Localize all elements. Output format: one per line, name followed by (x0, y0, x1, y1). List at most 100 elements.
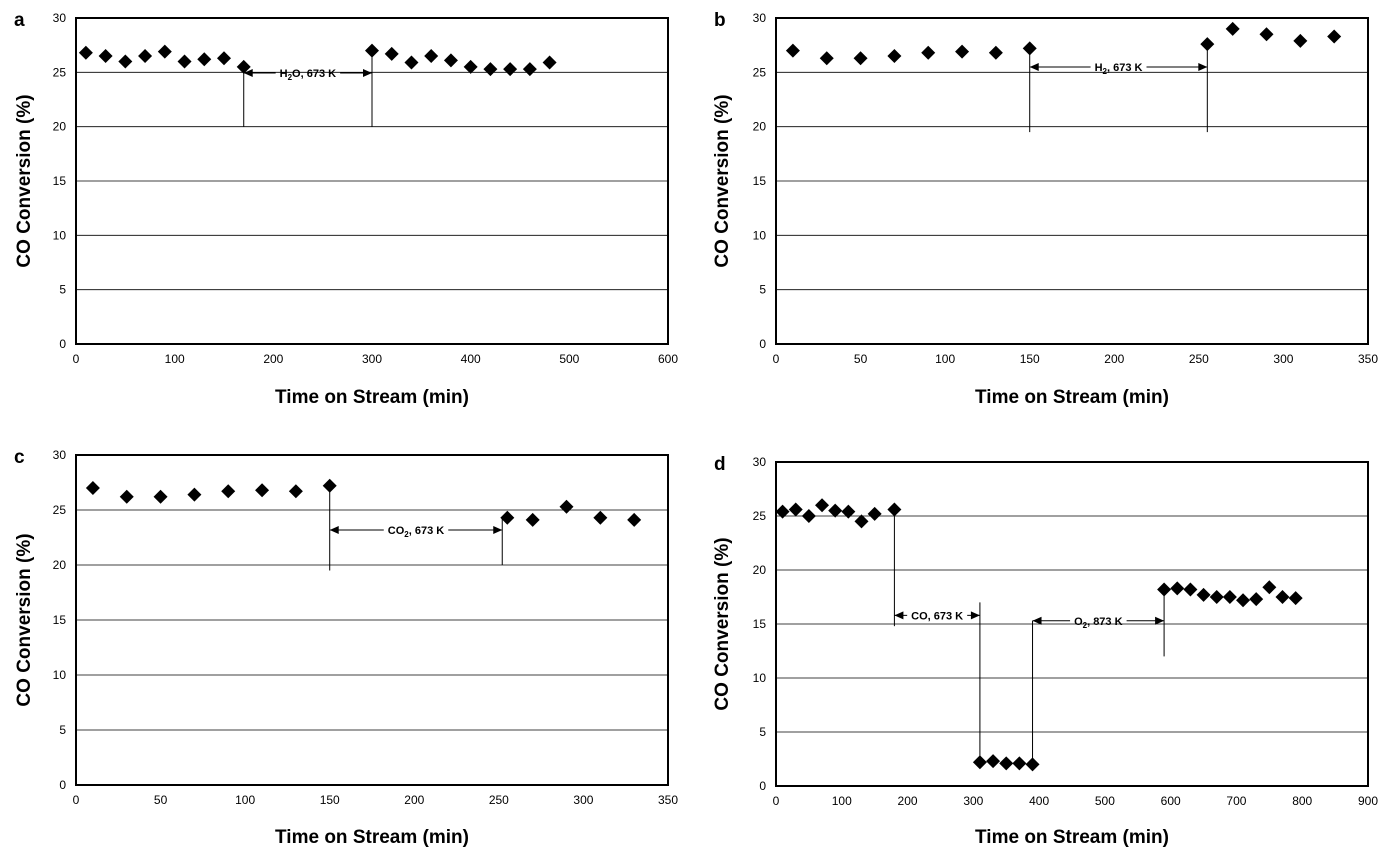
data-point (1012, 756, 1027, 771)
data-point (1236, 593, 1251, 608)
annotation-label-part: 2 (1083, 621, 1088, 630)
data-point (887, 502, 902, 517)
data-point (955, 44, 970, 59)
x-tick-label: 50 (854, 352, 868, 366)
y-axis-label: CO Conversion (%) (14, 94, 35, 267)
x-tick-label: 300 (573, 793, 593, 807)
data-point (1196, 587, 1211, 602)
x-tick-label: 500 (1095, 794, 1115, 808)
x-axis-label: Time on Stream (min) (275, 387, 469, 408)
y-tick-label: 20 (753, 120, 767, 134)
condition-annotation: CO2, 673 K (329, 485, 503, 571)
data-point (788, 502, 803, 517)
data-point (78, 45, 93, 60)
y-axis-label: CO Conversion (%) (712, 94, 733, 267)
y-tick-label: 30 (53, 11, 67, 25)
x-tick-label: 0 (773, 794, 780, 808)
y-tick-label: 5 (759, 283, 766, 297)
data-point (1288, 591, 1303, 606)
annotation-label-part: 2 (404, 530, 409, 539)
x-tick-label: 300 (362, 352, 382, 366)
y-tick-label: 25 (753, 509, 767, 523)
data-point (157, 44, 172, 59)
annotation-label-part: , 873 K (1087, 616, 1123, 628)
data-point (853, 51, 868, 66)
x-tick-label: 150 (1020, 352, 1040, 366)
data-point (522, 62, 537, 77)
x-tick-label: 100 (935, 352, 955, 366)
data-point (854, 514, 869, 529)
x-tick-label: 900 (1358, 794, 1378, 808)
data-point (1222, 590, 1237, 604)
annotation-label-part: CO (388, 525, 405, 537)
data-point (559, 499, 574, 514)
data-point (819, 51, 834, 66)
annotation-label-part: O (1074, 616, 1083, 628)
data-point (1157, 582, 1172, 597)
data-point (1209, 590, 1224, 604)
data-point (1025, 757, 1040, 772)
y-tick-label: 5 (59, 723, 66, 737)
data-point (1022, 41, 1037, 56)
data-point (921, 45, 936, 60)
data-point (221, 484, 236, 499)
plot-frame (775, 461, 1369, 787)
arrowhead-left (894, 611, 904, 620)
x-tick-label: 800 (1292, 794, 1312, 808)
annotation-label-part: O, 673 K (292, 68, 336, 80)
panel-label: c (14, 447, 25, 468)
y-tick-label: 15 (753, 617, 767, 631)
data-point (236, 59, 251, 74)
data-point (1225, 21, 1240, 36)
data-point (785, 43, 800, 58)
x-tick-label: 100 (165, 352, 185, 366)
y-tick-label: 0 (59, 778, 66, 792)
data-point (1249, 592, 1264, 607)
data-point (365, 43, 379, 58)
condition-annotation: H2O, 673 K (243, 50, 373, 127)
x-tick-label: 500 (559, 352, 579, 366)
data-point (828, 503, 843, 518)
data-point (1259, 27, 1274, 42)
y-tick-label: 30 (753, 455, 767, 469)
data-point (197, 52, 212, 67)
y-tick-label: 15 (53, 174, 67, 188)
data-point (815, 498, 830, 513)
condition-annotation: H2, 673 K (1029, 45, 1208, 133)
x-tick-label: 350 (658, 793, 678, 807)
data-point (384, 46, 399, 61)
data-point (404, 55, 419, 70)
data-point (841, 504, 856, 519)
data-point (483, 62, 498, 77)
annotation-label: H2O, 673 K (280, 68, 336, 82)
arrowhead-right (493, 526, 503, 534)
arrowhead-left (329, 526, 339, 534)
annotation-label-part: , 673 K (409, 525, 445, 537)
data-point (177, 54, 192, 69)
y-axis-label: CO Conversion (%) (14, 533, 35, 706)
annotation-label-part: 2 (1103, 67, 1108, 76)
panel-label: b (714, 10, 726, 31)
data-point (500, 510, 515, 525)
data-point (118, 54, 133, 69)
data-point (1327, 29, 1342, 44)
y-tick-label: 0 (59, 337, 66, 351)
data-point (593, 510, 608, 525)
x-tick-label: 200 (1104, 352, 1124, 366)
x-tick-label: 100 (832, 794, 852, 808)
plot-frame (75, 17, 669, 345)
panel-label: d (714, 454, 726, 475)
annotation-label: H2, 673 K (1095, 62, 1143, 76)
x-tick-label: 150 (320, 793, 340, 807)
y-tick-label: 10 (53, 228, 67, 242)
data-point (999, 756, 1014, 771)
x-tick-label: 50 (154, 793, 168, 807)
x-tick-label: 600 (1161, 794, 1181, 808)
data-point (187, 487, 202, 502)
y-tick-label: 20 (53, 558, 67, 572)
data-point (542, 55, 557, 70)
x-tick-label: 350 (1358, 352, 1378, 366)
